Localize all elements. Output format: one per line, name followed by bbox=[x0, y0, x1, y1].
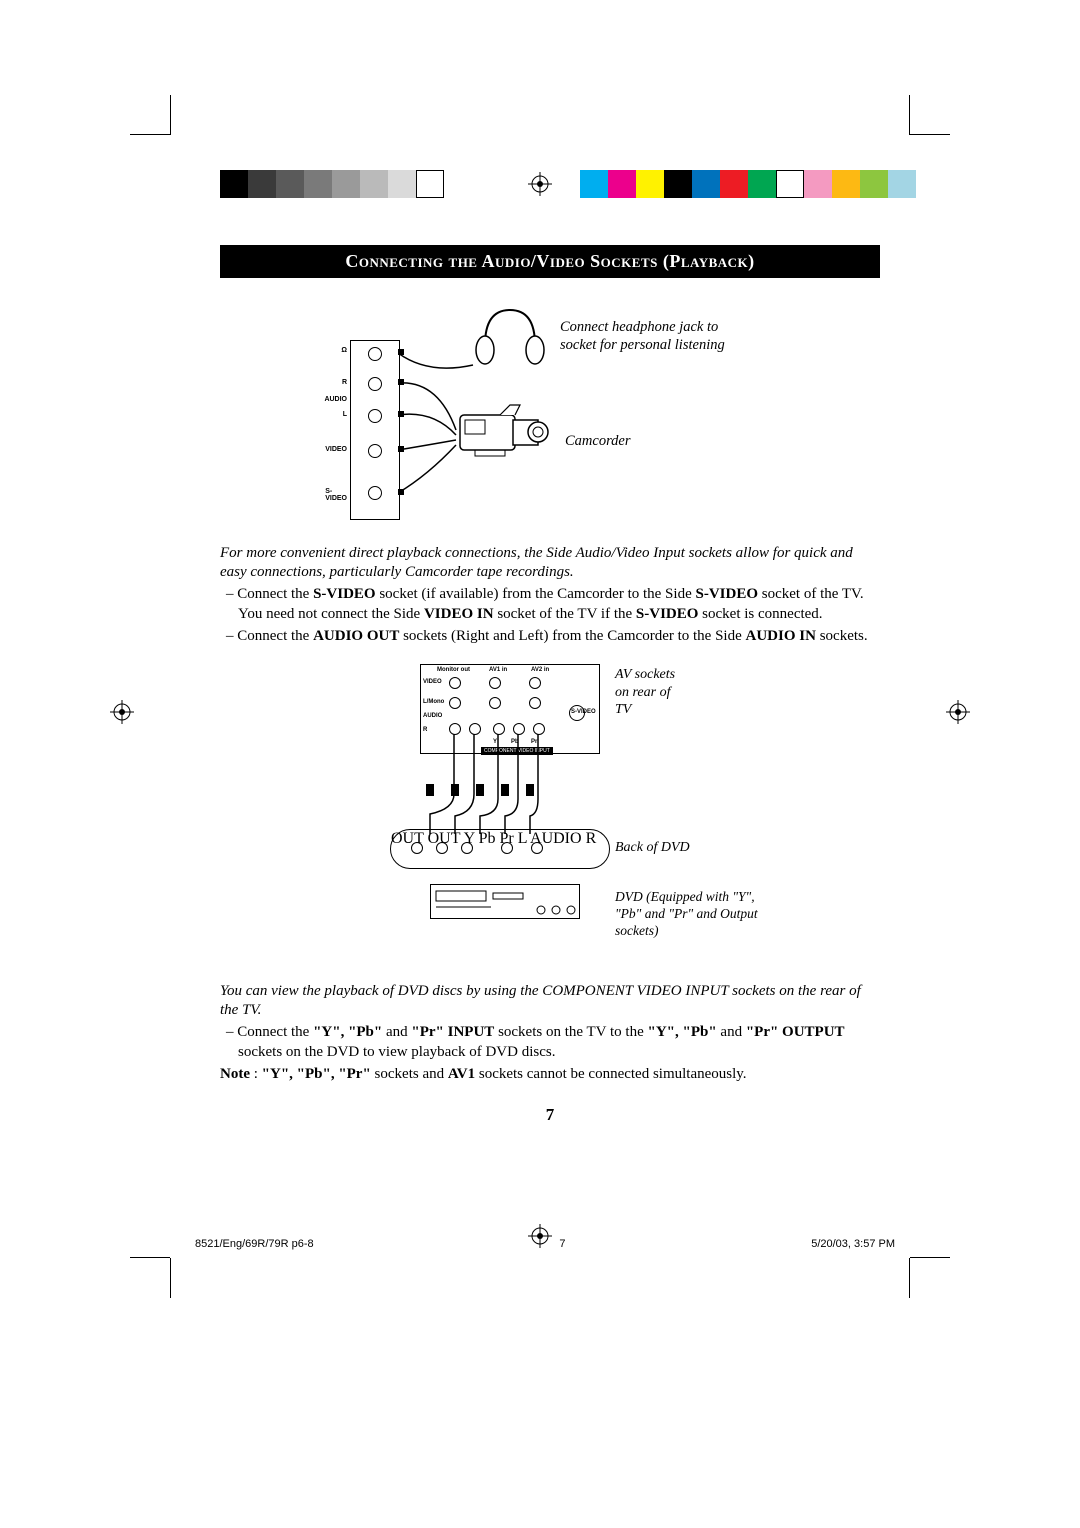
label-r: R bbox=[342, 379, 347, 386]
dvd-diagram: Monitor out AV1 in AV2 in VIDEO L/Mono A… bbox=[220, 664, 880, 974]
label-svideo: S-VIDEO bbox=[325, 488, 347, 502]
body-text-2: You can view the playback of DVD discs b… bbox=[220, 982, 880, 1084]
color-bar-color bbox=[580, 170, 916, 198]
component-cables bbox=[420, 734, 620, 844]
crop-mark bbox=[130, 134, 170, 135]
headphone-caption: Connect headphone jack to socket for per… bbox=[560, 318, 725, 354]
cable-headphone bbox=[398, 340, 498, 380]
footer-timestamp: 5/20/03, 3:57 PM bbox=[811, 1238, 895, 1250]
crop-mark bbox=[130, 1257, 170, 1258]
bullet-svideo: – Connect the S-VIDEO socket (if availab… bbox=[220, 584, 880, 625]
camcorder-caption: Camcorder bbox=[565, 432, 631, 450]
av-sockets-caption: AV sockets on rear of TV bbox=[615, 666, 675, 719]
crop-mark bbox=[909, 1258, 910, 1298]
crop-mark bbox=[170, 95, 171, 135]
headphone-icon: Ω bbox=[341, 347, 347, 354]
label-video: VIDEO bbox=[325, 446, 347, 453]
label-l: L bbox=[343, 411, 347, 418]
page-number: 7 bbox=[220, 1105, 880, 1125]
registration-mark-icon bbox=[528, 172, 552, 196]
camcorder-cables bbox=[398, 375, 478, 505]
bullet-audio: – Connect the AUDIO OUT sockets (Right a… bbox=[220, 626, 880, 646]
footer-file: 8521/Eng/69R/79R p6-8 bbox=[195, 1238, 314, 1250]
registration-mark-icon bbox=[110, 700, 134, 724]
note-line: Note : "Y", "Pb", "Pr" sockets and AV1 s… bbox=[220, 1064, 880, 1084]
crop-mark bbox=[910, 134, 950, 135]
bullet-component: – Connect the "Y", "Pb" and "Pr" INPUT s… bbox=[220, 1022, 880, 1063]
tv-side-panel: Ω R AUDIO L VIDEO S-VIDEO bbox=[350, 340, 400, 520]
page-content: Connecting the Audio/Video Sockets (Play… bbox=[220, 245, 880, 1125]
dvd-rear-sockets: OUT OUT Y Pb Pr L AUDIO R bbox=[390, 829, 610, 869]
crop-mark bbox=[909, 95, 910, 135]
back-dvd-caption: Back of DVD bbox=[615, 839, 690, 857]
section-title: Connecting the Audio/Video Sockets (Play… bbox=[220, 245, 880, 278]
body-text-1: For more convenient direct playback conn… bbox=[220, 544, 880, 646]
footer: 8521/Eng/69R/79R p6-8 7 5/20/03, 3:57 PM bbox=[195, 1238, 895, 1250]
dvd-paragraph: You can view the playback of DVD discs b… bbox=[220, 982, 880, 1020]
crop-mark bbox=[910, 1257, 950, 1258]
footer-page: 7 bbox=[559, 1238, 565, 1250]
camcorder-diagram: Ω R AUDIO L VIDEO S-VIDEO Connect headph… bbox=[220, 300, 880, 530]
dvd-equipped-caption: DVD (Equipped with "Y", "Pb" and "Pr" an… bbox=[615, 889, 758, 940]
crop-mark bbox=[170, 1258, 171, 1298]
intro-paragraph: For more convenient direct playback conn… bbox=[220, 544, 880, 582]
color-bar-grayscale bbox=[220, 170, 444, 198]
registration-mark-icon bbox=[946, 700, 970, 724]
label-audio: AUDIO bbox=[324, 396, 347, 403]
dvd-player-icon bbox=[430, 884, 580, 919]
